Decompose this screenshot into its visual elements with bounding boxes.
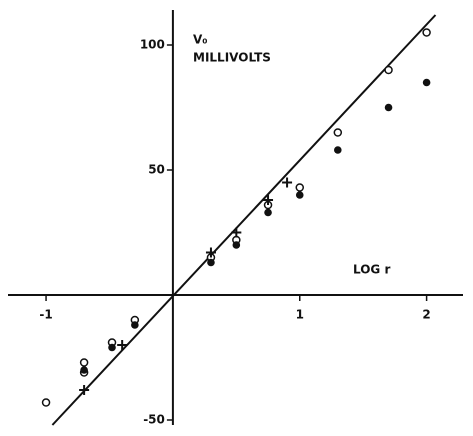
point [79, 385, 90, 395]
point [295, 191, 304, 199]
point [334, 146, 342, 154]
point [131, 321, 139, 329]
point [384, 65, 393, 75]
point [333, 128, 343, 137]
point [422, 28, 431, 37]
fit-line [51, 14, 437, 426]
point [422, 78, 431, 87]
point [205, 247, 216, 258]
point [41, 398, 51, 407]
x-tick-label: 1 [296, 308, 304, 322]
point [207, 258, 215, 267]
y-tick-label: -50 [143, 413, 165, 427]
point [79, 358, 89, 367]
x-label: LOG r [353, 263, 390, 277]
point [231, 227, 242, 238]
x-tick-label: 2 [422, 308, 430, 322]
point [263, 195, 274, 205]
point [264, 208, 272, 217]
y-tick-label: 100 [140, 38, 165, 52]
point [282, 177, 293, 188]
point [295, 183, 305, 192]
y-tick-label: 50 [148, 163, 165, 177]
point [384, 103, 393, 112]
y-label: V₀ [193, 33, 208, 47]
point [80, 366, 88, 374]
x-tick-label: -1 [39, 308, 52, 322]
point [108, 343, 116, 352]
point [117, 340, 128, 350]
point [232, 241, 241, 249]
y-label: MILLIVOLTS [193, 51, 271, 65]
